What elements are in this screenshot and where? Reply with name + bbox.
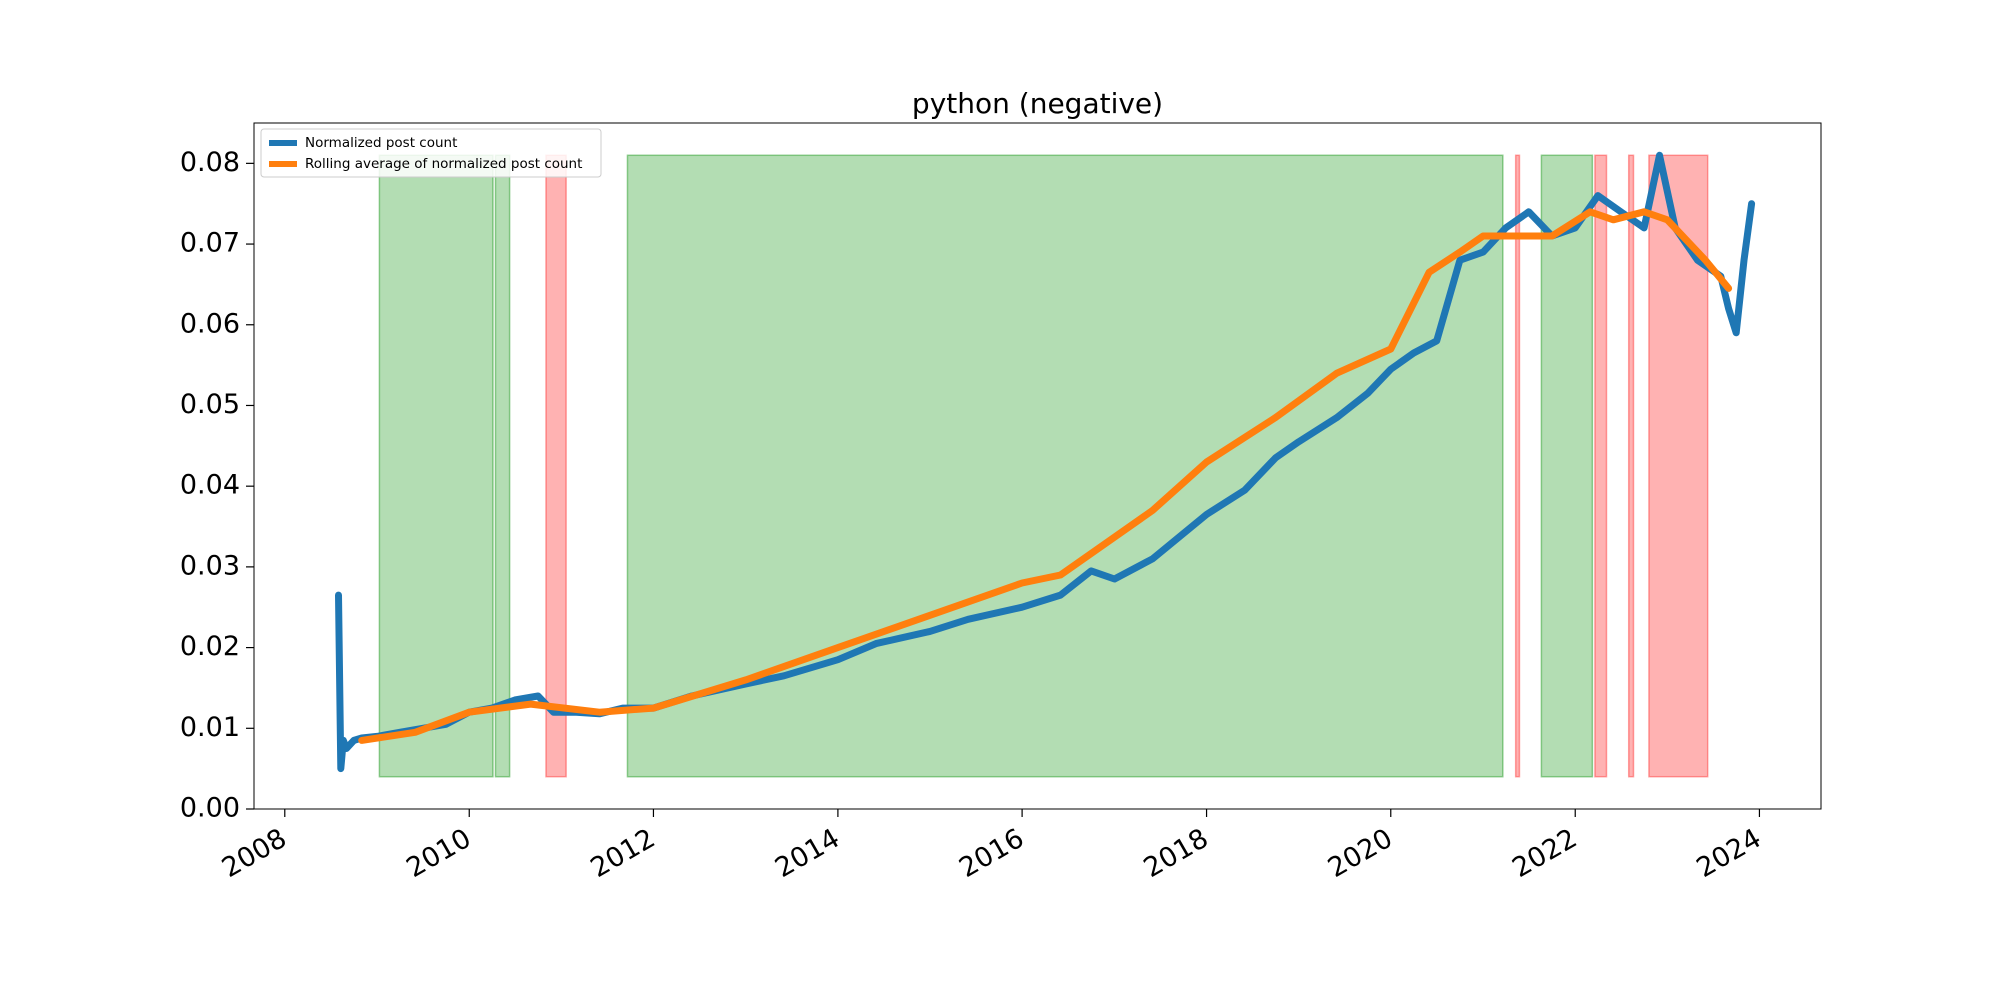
y-tick-label-5: 0.05 bbox=[180, 389, 240, 420]
shaded-regions bbox=[378, 154, 1709, 778]
x-tick-label-8: 2024 bbox=[1692, 823, 1767, 884]
y-tick-label-0: 0.00 bbox=[180, 793, 240, 824]
plot-area-frame bbox=[253, 122, 1822, 810]
y-tick-label-3: 0.03 bbox=[180, 550, 240, 581]
y-tick-label-7: 0.07 bbox=[180, 228, 240, 259]
y-tick-label-1: 0.01 bbox=[180, 712, 240, 743]
x-tick-label-0: 2008 bbox=[217, 823, 292, 884]
x-tick-label-4: 2016 bbox=[954, 823, 1029, 884]
series-lines bbox=[335, 151, 1756, 773]
red-region-0 bbox=[545, 154, 567, 778]
x-tick-label-7: 2022 bbox=[1507, 823, 1582, 884]
y-axis: 0.00 0.01 0.02 0.03 0.04 0.05 0.06 0.07 0.08 bbox=[180, 147, 254, 824]
red-region-2 bbox=[1594, 154, 1608, 778]
red-region-3 bbox=[1627, 154, 1635, 778]
x-tick-label-2: 2012 bbox=[586, 823, 661, 884]
green-region-3 bbox=[1540, 154, 1594, 778]
y-tick-label-2: 0.02 bbox=[180, 631, 240, 662]
x-axis: 2008 2010 2012 2014 2016 2018 2020 2022 2024 bbox=[217, 809, 1767, 884]
x-tick-label-5: 2018 bbox=[1139, 823, 1214, 884]
y-tick-label-4: 0.04 bbox=[180, 470, 240, 501]
y-tick-label-6: 0.06 bbox=[180, 308, 240, 339]
series-line-1 bbox=[358, 208, 1733, 744]
green-region-1 bbox=[494, 154, 511, 778]
legend-box bbox=[260, 128, 602, 178]
red-region-1 bbox=[1514, 154, 1521, 778]
chart-title: python (negative) bbox=[912, 87, 1163, 120]
legend: Normalized post count Rolling average of … bbox=[260, 128, 602, 178]
legend-label-0: Normalized post count bbox=[305, 135, 457, 151]
legend-label-1: Rolling average of normalized post count bbox=[305, 156, 582, 172]
x-tick-label-6: 2020 bbox=[1323, 823, 1398, 884]
x-tick-label-1: 2010 bbox=[401, 823, 476, 884]
x-tick-label-3: 2014 bbox=[770, 823, 845, 884]
green-region-0 bbox=[378, 154, 494, 778]
y-tick-label-8: 0.08 bbox=[180, 147, 240, 178]
